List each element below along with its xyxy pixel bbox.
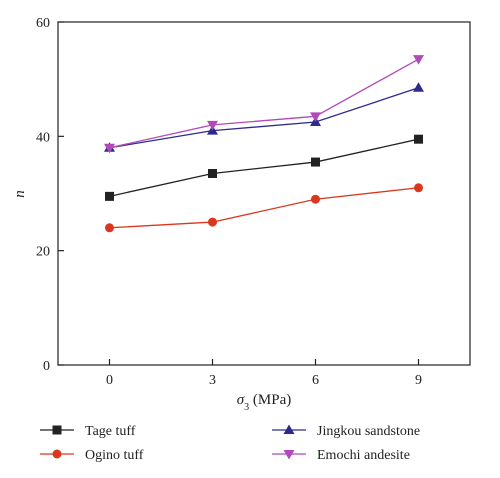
legend: Tage tuff Ogino tuff Jingkou sandstone Emoc… <box>40 424 420 463</box>
legend-item: Tage tuff <box>40 424 136 439</box>
x-axis-ticks: 0 3 6 9 <box>106 359 422 388</box>
legend-label: Tage tuff <box>85 424 136 439</box>
y-tick-label: 40 <box>36 130 50 145</box>
series-0 <box>105 134 423 201</box>
y-axis-ticks: 0 20 40 60 <box>36 16 64 374</box>
x-axis-title: σ3 (MPa) <box>237 392 291 413</box>
data-point <box>311 194 320 204</box>
series-line <box>109 138 419 197</box>
series-line <box>109 58 419 149</box>
x-tick-label: 0 <box>106 373 113 388</box>
legend-marker <box>283 424 295 434</box>
y-tick-label: 20 <box>36 245 50 260</box>
data-point <box>413 82 424 92</box>
x-tick-label: 6 <box>312 373 319 388</box>
series-1 <box>105 183 423 233</box>
y-tick-label: 0 <box>43 359 50 374</box>
legend-item: Ogino tuff <box>40 448 144 463</box>
legend-marker <box>52 449 62 459</box>
legend-item: Emochi andesite <box>272 448 410 463</box>
series-line <box>109 187 419 229</box>
series-layer <box>104 55 424 233</box>
data-point <box>208 168 217 178</box>
data-point <box>207 120 218 131</box>
data-point <box>413 55 424 65</box>
data-point <box>105 191 114 201</box>
x-tick-label: 3 <box>209 373 216 388</box>
data-point <box>414 134 423 144</box>
data-point <box>208 217 217 227</box>
legend-marker <box>52 425 62 435</box>
series-2 <box>104 82 424 152</box>
data-point <box>310 112 321 122</box>
legend-marker <box>283 450 295 460</box>
legend-label: Emochi andesite <box>317 448 410 463</box>
x-tick-label: 9 <box>415 373 422 388</box>
y-axis-title: n <box>12 190 28 198</box>
data-point <box>311 157 320 167</box>
legend-item: Jingkou sandstone <box>272 424 420 439</box>
series-line <box>109 87 419 149</box>
legend-label: Jingkou sandstone <box>317 424 420 439</box>
data-point <box>414 183 423 193</box>
plot-area-frame <box>57 21 471 366</box>
legend-label: Ogino tuff <box>85 448 144 463</box>
series-3 <box>104 55 424 154</box>
data-point <box>104 143 115 154</box>
data-point <box>105 223 114 233</box>
y-tick-label: 60 <box>36 16 50 31</box>
